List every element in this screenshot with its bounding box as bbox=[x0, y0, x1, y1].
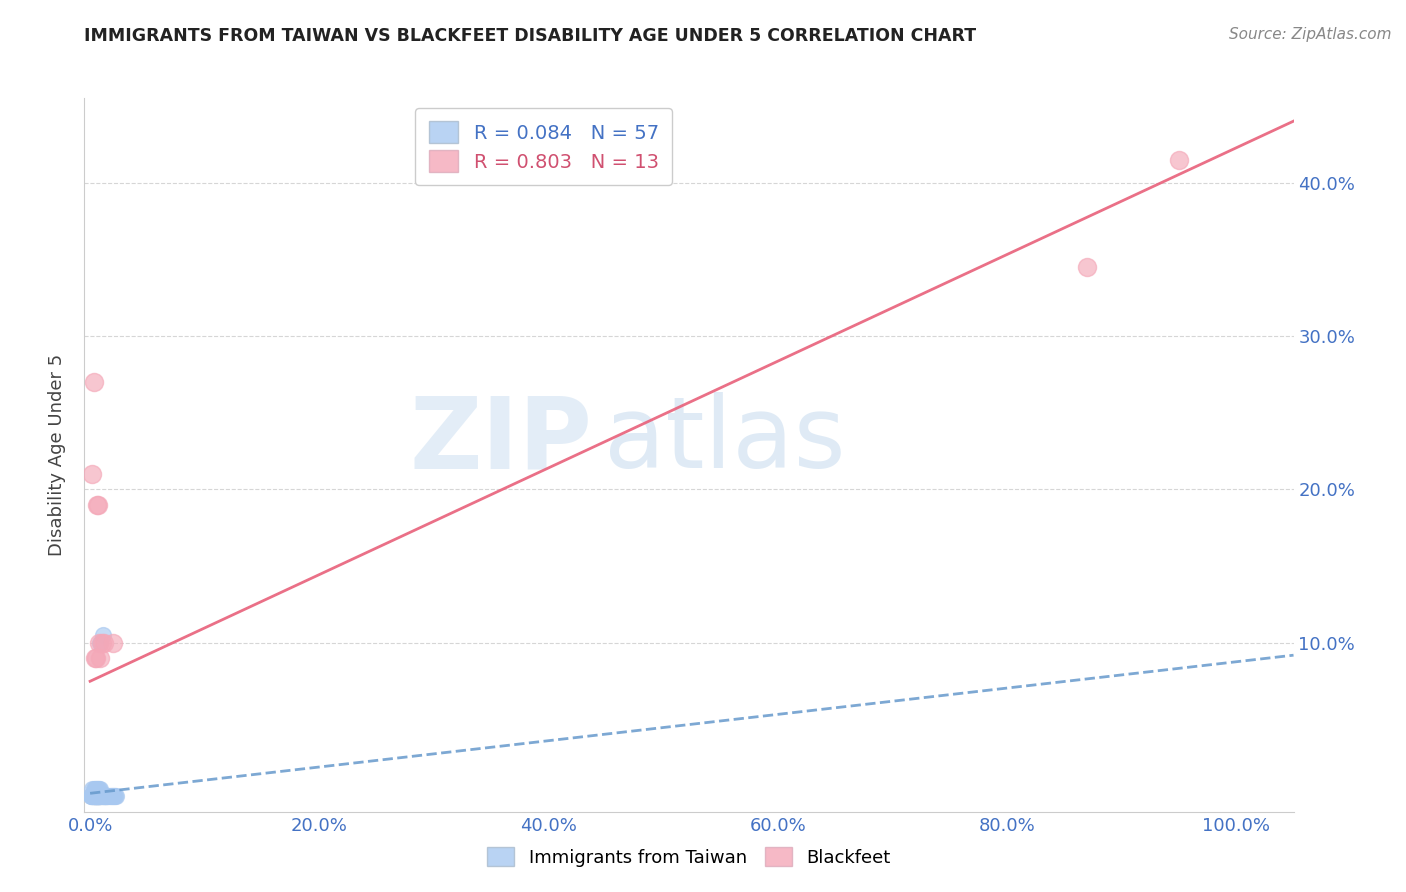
Point bbox=[89, 781, 111, 796]
Point bbox=[83, 789, 105, 804]
Text: Source: ZipAtlas.com: Source: ZipAtlas.com bbox=[1229, 27, 1392, 42]
Point bbox=[82, 789, 104, 804]
Point bbox=[100, 789, 122, 804]
Point bbox=[83, 789, 105, 804]
Point bbox=[87, 789, 110, 804]
Text: ZIP: ZIP bbox=[409, 392, 592, 489]
Point bbox=[89, 651, 111, 665]
Text: IMMIGRANTS FROM TAIWAN VS BLACKFEET DISABILITY AGE UNDER 5 CORRELATION CHART: IMMIGRANTS FROM TAIWAN VS BLACKFEET DISA… bbox=[84, 27, 977, 45]
Point bbox=[83, 781, 105, 796]
Point bbox=[83, 375, 105, 389]
Point bbox=[87, 789, 110, 804]
Point bbox=[84, 789, 107, 804]
Point bbox=[91, 789, 114, 804]
Point bbox=[87, 789, 110, 804]
Point bbox=[83, 789, 105, 804]
Point bbox=[93, 636, 115, 650]
Point bbox=[89, 789, 111, 804]
Point bbox=[89, 789, 111, 804]
Point bbox=[103, 789, 125, 804]
Point bbox=[101, 636, 124, 650]
Point bbox=[94, 789, 117, 804]
Point bbox=[82, 467, 104, 482]
Point bbox=[89, 789, 111, 804]
Point bbox=[89, 636, 111, 650]
Point bbox=[86, 781, 108, 796]
Point bbox=[87, 498, 110, 512]
Point bbox=[83, 789, 105, 804]
Point bbox=[80, 789, 103, 804]
Point bbox=[91, 628, 114, 642]
Point bbox=[101, 789, 124, 804]
Point bbox=[84, 789, 107, 804]
Point bbox=[89, 789, 111, 804]
Point bbox=[86, 789, 108, 804]
Point bbox=[83, 789, 105, 804]
Point bbox=[84, 789, 107, 804]
Point bbox=[86, 789, 108, 804]
Point bbox=[82, 789, 104, 804]
Point bbox=[105, 789, 128, 804]
Point bbox=[101, 789, 124, 804]
Point bbox=[83, 789, 105, 804]
Point bbox=[90, 636, 112, 650]
Point bbox=[89, 781, 111, 796]
Point bbox=[86, 789, 108, 804]
Point bbox=[94, 789, 117, 804]
Point bbox=[84, 789, 107, 804]
Point bbox=[84, 781, 107, 796]
Point bbox=[97, 789, 120, 804]
Point bbox=[80, 789, 103, 804]
Point bbox=[1076, 260, 1098, 274]
Point bbox=[82, 789, 104, 804]
Point bbox=[98, 789, 121, 804]
Text: atlas: atlas bbox=[605, 392, 846, 489]
Point bbox=[87, 789, 110, 804]
Point bbox=[91, 789, 114, 804]
Point bbox=[89, 789, 111, 804]
Point bbox=[93, 789, 115, 804]
Point bbox=[84, 651, 107, 665]
Point bbox=[89, 636, 111, 650]
Point bbox=[104, 789, 127, 804]
Point bbox=[94, 789, 117, 804]
Point bbox=[89, 789, 111, 804]
Point bbox=[83, 651, 105, 665]
Point bbox=[82, 781, 104, 796]
Point bbox=[90, 789, 112, 804]
Point bbox=[83, 789, 105, 804]
Point bbox=[1167, 153, 1189, 167]
Point bbox=[83, 781, 105, 796]
Point bbox=[94, 789, 117, 804]
Point bbox=[96, 789, 118, 804]
Point bbox=[87, 781, 110, 796]
Point bbox=[96, 789, 118, 804]
Legend: Immigrants from Taiwan, Blackfeet: Immigrants from Taiwan, Blackfeet bbox=[472, 833, 905, 881]
Point bbox=[86, 498, 108, 512]
Y-axis label: Disability Age Under 5: Disability Age Under 5 bbox=[48, 354, 66, 556]
